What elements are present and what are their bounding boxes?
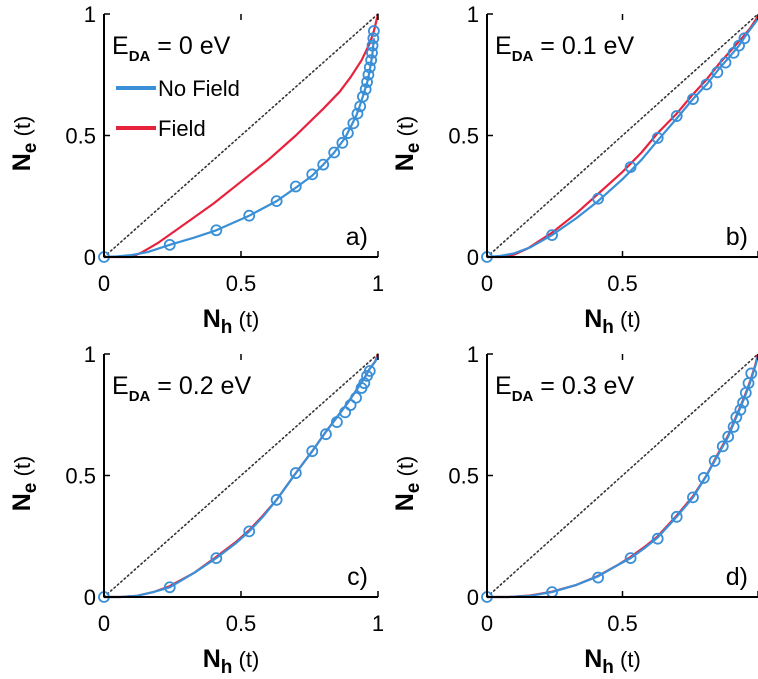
y-axis-label-main: N [8, 153, 36, 171]
edA-main: E [495, 32, 512, 60]
y-tick-label: 1 [467, 342, 479, 367]
edA-value: = 0.2 eV [150, 372, 251, 400]
x-tick-label: 0.5 [226, 271, 257, 296]
x-tick-label: 0 [481, 611, 493, 636]
y-tick-label: 0 [84, 585, 96, 610]
x-axis-label-arg: (t) [614, 307, 641, 332]
legend-label-no-field: No Field [158, 76, 240, 101]
y-tick-label: 0.5 [65, 124, 96, 149]
edA-sub: DA [129, 388, 151, 405]
x-tick-label: 0.5 [226, 611, 257, 636]
x-axis-label-sub: h [602, 657, 614, 678]
y-axis-label-sub: e [20, 143, 41, 154]
y-axis-label-main: N [391, 153, 419, 171]
panel-label: d) [726, 563, 748, 591]
y-tick-label: 0 [467, 245, 479, 270]
y-axis-label: Ne (t) [391, 456, 424, 512]
x-axis-label-sub: h [221, 657, 233, 678]
y-axis-label-arg: (t) [10, 116, 35, 143]
y-axis-label-main: N [8, 493, 36, 511]
edA-annotation: EDA = 0.1 eV [495, 32, 634, 65]
edA-annotation: EDA = 0.2 eV [112, 372, 251, 405]
edA-main: E [495, 372, 512, 400]
x-axis-label-arg: (t) [232, 307, 259, 332]
x-axis-label-main: N [203, 305, 221, 333]
y-tick-label: 1 [84, 2, 96, 27]
x-axis-label-arg: (t) [614, 647, 641, 672]
legend-label-field: Field [158, 116, 206, 141]
edA-value: = 0.3 eV [533, 372, 634, 400]
edA-value: = 0.1 eV [533, 32, 634, 60]
y-axis-label: Ne (t) [391, 116, 424, 172]
x-tick-label: 0.5 [607, 271, 638, 296]
x-axis-label: Nh (t) [584, 305, 641, 338]
x-tick-label: 0 [481, 271, 493, 296]
x-axis-label-main: N [584, 645, 602, 673]
y-tick-label: 1 [84, 342, 96, 367]
y-tick-label: 0 [467, 585, 479, 610]
y-axis-label: Ne (t) [8, 116, 41, 172]
data-marker [351, 393, 361, 403]
y-axis-label-sub: e [20, 483, 41, 494]
y-tick-label: 1 [467, 2, 479, 27]
x-axis-label: Nh (t) [203, 645, 260, 678]
x-axis-label-sub: h [221, 317, 233, 338]
x-tick-label: 0 [98, 611, 110, 636]
y-tick-label: 0.5 [448, 124, 479, 149]
x-tick-label: 1 [372, 611, 384, 636]
panel-label: a) [346, 223, 368, 251]
x-axis-label: Nh (t) [203, 305, 260, 338]
edA-sub: DA [129, 48, 151, 65]
edA-value: = 0 eV [150, 32, 230, 60]
y-axis-label-arg: (t) [393, 116, 418, 143]
panel-label: b) [726, 223, 748, 251]
edA-main: E [112, 372, 129, 400]
panel-label: c) [347, 563, 368, 591]
y-axis-label-arg: (t) [10, 456, 35, 483]
edA-annotation: EDA = 0 eV [112, 32, 231, 65]
y-tick-label: 0.5 [65, 464, 96, 489]
y-tick-label: 0 [84, 245, 96, 270]
edA-sub: DA [512, 48, 534, 65]
x-axis-label-main: N [584, 305, 602, 333]
y-axis-label-main: N [391, 493, 419, 511]
chart-panel-a: 000.50.511Nh (t)Ne (t)EDA = 0 eVa)No Fie… [8, 2, 384, 338]
y-axis-label-sub: e [403, 143, 424, 154]
y-tick-label: 0.5 [448, 464, 479, 489]
y-axis-label: Ne (t) [8, 456, 41, 512]
x-tick-label: 0 [98, 271, 110, 296]
y-axis-label-sub: e [403, 483, 424, 494]
x-axis-label-main: N [203, 645, 221, 673]
x-tick-label: 0.5 [607, 611, 638, 636]
edA-sub: DA [512, 388, 534, 405]
x-axis-label: Nh (t) [584, 645, 641, 678]
x-axis-label-arg: (t) [232, 647, 259, 672]
y-axis-label-arg: (t) [393, 456, 418, 483]
x-axis-label-sub: h [602, 317, 614, 338]
edA-main: E [112, 32, 129, 60]
edA-annotation: EDA = 0.3 eV [495, 372, 634, 405]
x-tick-label: 1 [372, 271, 384, 296]
legend: No Field Field [116, 76, 240, 141]
